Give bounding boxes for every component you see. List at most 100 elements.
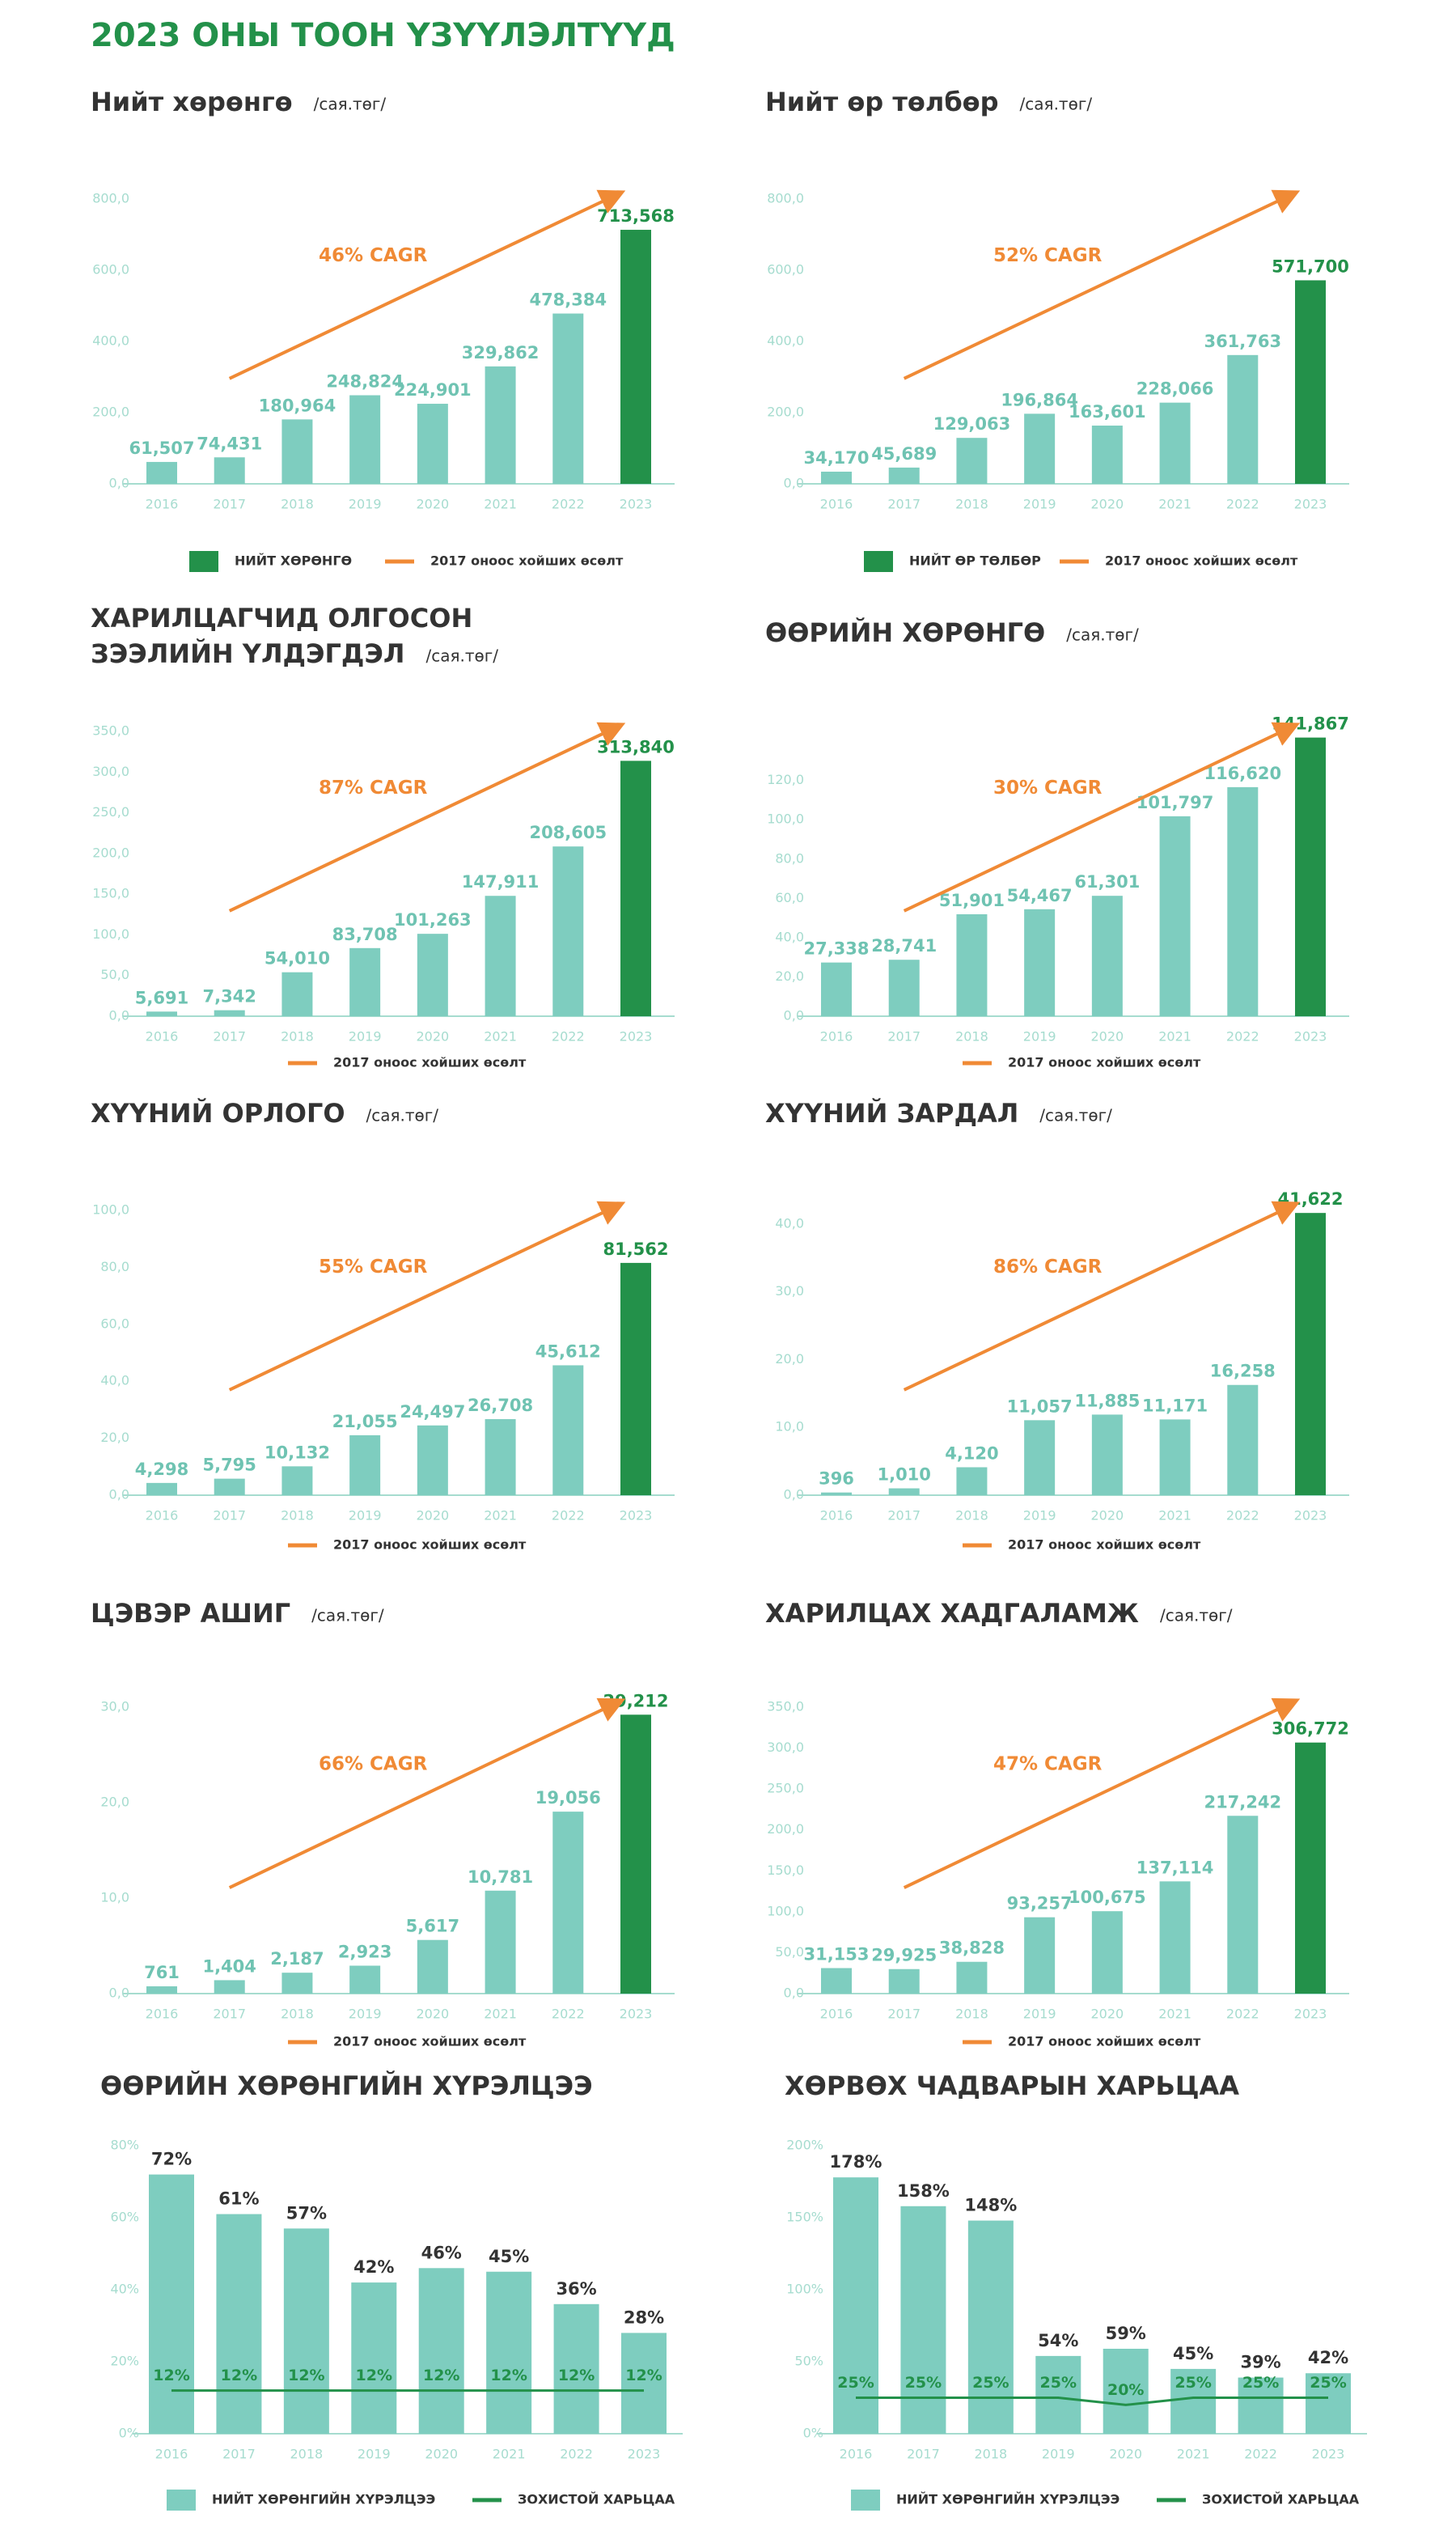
x-tick-label: 2017 <box>887 497 921 512</box>
bar <box>485 1418 516 1495</box>
value-label: 196,864 <box>1001 390 1078 409</box>
y-tick-label: 30,0 <box>100 1699 129 1714</box>
bar <box>621 2333 667 2434</box>
x-tick-label: 2017 <box>887 1508 921 1524</box>
bar <box>349 947 381 1016</box>
value-label: 61,301 <box>1074 872 1140 892</box>
bar <box>620 1714 651 1994</box>
value-label: 54,010 <box>265 949 330 968</box>
chart-subtitle: /сая.төг/ <box>1066 625 1139 645</box>
value-label: 45% <box>1173 2344 1213 2363</box>
x-tick-label: 2016 <box>820 2007 853 2022</box>
legend-label: ЗОХИСТОЙ ХАРЬЦАА <box>1202 2492 1360 2507</box>
value-label: 45,612 <box>535 1341 601 1361</box>
line-value-label: 20% <box>1107 2381 1144 2399</box>
y-tick-label: 80% <box>110 2138 139 2153</box>
x-tick-label: 2019 <box>349 1029 382 1045</box>
x-tick-label: 2023 <box>1294 497 1327 512</box>
chart-title: ӨӨРИЙН ХӨРӨНГӨ <box>765 617 1045 648</box>
y-tick-label: 20,0 <box>775 968 804 984</box>
value-label: 7,342 <box>202 987 256 1007</box>
bar <box>620 230 651 484</box>
bar <box>552 313 584 484</box>
value-label: 51,901 <box>939 891 1005 910</box>
value-label: 329,862 <box>462 343 540 362</box>
value-label: 147,911 <box>462 872 540 892</box>
value-label: 74,431 <box>197 434 262 453</box>
y-tick-label: 600,0 <box>92 262 129 278</box>
y-tick-label: 20,0 <box>100 1430 129 1445</box>
bar <box>888 960 920 1016</box>
bar <box>833 2177 878 2434</box>
chart-subtitle: /сая.төг/ <box>1039 1106 1112 1125</box>
value-label: 158% <box>897 2181 950 2201</box>
value-label: 208,605 <box>529 823 607 842</box>
bar <box>281 972 313 1016</box>
value-label: 11,171 <box>1142 1396 1208 1415</box>
legend-label: НИЙТ ХӨРӨНГИЙН ХҮРЭЛЦЭЭ <box>212 2492 435 2507</box>
legend-label: 2017 оноос хойших өсөлт <box>430 553 624 569</box>
chart-subtitle: /сая.төг/ <box>1020 95 1093 114</box>
value-label: 28,741 <box>871 936 937 956</box>
value-label: 59% <box>1106 2324 1146 2343</box>
x-tick-label: 2016 <box>146 497 179 512</box>
x-tick-label: 2016 <box>146 1508 179 1524</box>
bar <box>888 467 920 484</box>
trend-arrow <box>228 1201 626 1392</box>
x-tick-label: 2017 <box>887 2007 921 2022</box>
x-tick-label: 2019 <box>1042 2447 1075 2462</box>
x-tick-label: 2018 <box>974 2447 1007 2462</box>
value-label: 27,338 <box>803 939 869 959</box>
legend-label: НИЙТ ӨР ТӨЛБӨР <box>909 553 1041 569</box>
value-label: 4,120 <box>945 1443 998 1463</box>
bar <box>1091 896 1123 1016</box>
line-value-label: 12% <box>423 2367 459 2384</box>
bar <box>281 419 313 484</box>
x-tick-label: 2020 <box>416 1508 449 1524</box>
line-value-label: 12% <box>288 2367 324 2384</box>
y-tick-label: 20% <box>110 2354 139 2369</box>
x-tick-label: 2022 <box>560 2447 593 2462</box>
bar <box>1227 786 1259 1016</box>
chart-title: ХАРИЛЦАХ ХАДГАЛАМЖ <box>765 1598 1139 1629</box>
bar <box>967 2220 1014 2434</box>
trend-arrow <box>903 1697 1301 1889</box>
annotation: 47% CAGR <box>993 1753 1103 1774</box>
x-tick-label: 2020 <box>1090 1029 1124 1045</box>
y-tick-label: 0,0 <box>109 1487 129 1502</box>
x-tick-label: 2018 <box>281 2007 314 2022</box>
legend-label: 2017 оноос хойших өсөлт <box>333 2034 527 2049</box>
bar <box>349 1965 381 1994</box>
bar <box>1091 1911 1123 1994</box>
line-value-label: 25% <box>1310 2374 1346 2392</box>
y-tick-label: 300,0 <box>92 764 129 779</box>
value-label: 313,840 <box>597 737 675 756</box>
value-label: 61% <box>218 2189 259 2209</box>
x-tick-label: 2016 <box>840 2447 873 2462</box>
x-tick-label: 2020 <box>416 1029 449 1045</box>
x-tick-label: 2022 <box>552 2007 585 2022</box>
x-tick-label: 2020 <box>416 497 449 512</box>
value-label: 180,964 <box>259 396 336 415</box>
value-label: 2,187 <box>270 1949 324 1969</box>
value-label: 31,153 <box>803 1944 869 1964</box>
value-label: 54% <box>1038 2331 1078 2350</box>
bar <box>146 461 177 484</box>
value-label: 10,781 <box>468 1867 533 1887</box>
chart-subtitle: /сая.төг/ <box>314 95 387 114</box>
y-tick-label: 120,0 <box>767 772 804 787</box>
y-tick-label: 800,0 <box>767 191 804 206</box>
bar <box>821 1968 852 1994</box>
y-tick-label: 80,0 <box>100 1259 129 1274</box>
value-label: 26,708 <box>468 1396 533 1415</box>
bar <box>214 457 245 484</box>
y-tick-label: 150% <box>786 2210 823 2225</box>
chart-title: ХӨРВӨХ ЧАДВАРЫН ХАРЬЦАА <box>785 2070 1239 2101</box>
bar <box>1091 1414 1123 1495</box>
x-tick-label: 2017 <box>213 1508 246 1524</box>
annotation: 86% CAGR <box>993 1257 1103 1278</box>
value-label: 1,010 <box>877 1465 930 1485</box>
bar <box>214 1980 245 1994</box>
